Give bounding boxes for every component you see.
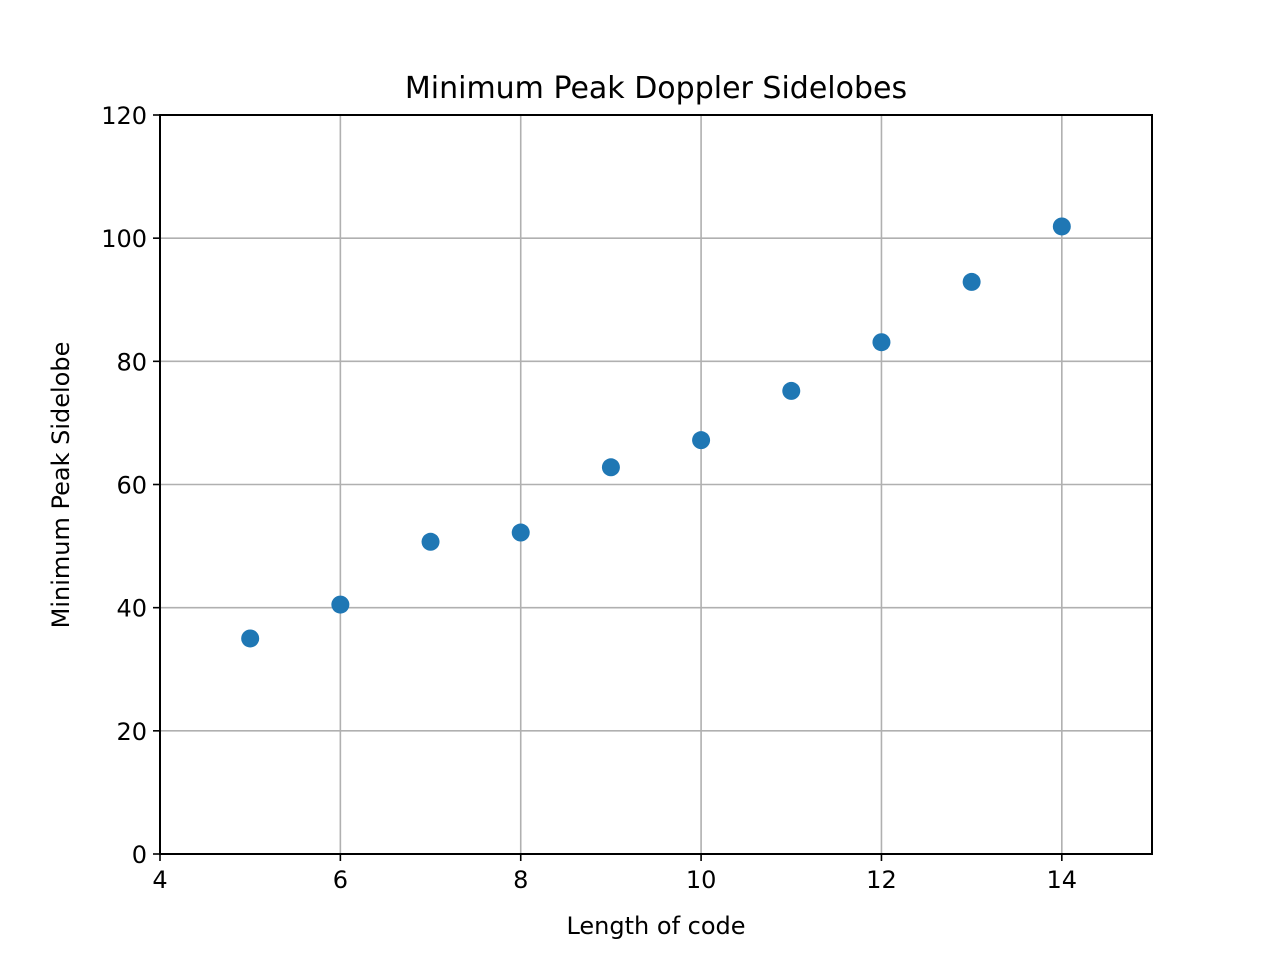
data-point: [601, 458, 620, 477]
data-point: [331, 595, 350, 614]
data-point: [241, 629, 260, 648]
y-tick-label: 120: [101, 102, 147, 130]
data-point: [962, 272, 981, 291]
grid: [159, 114, 1152, 855]
y-tick-label: 40: [116, 595, 147, 623]
y-axis-ticks: 0 20 40 60 80 100 120: [101, 102, 160, 869]
x-tick-label: 14: [1047, 866, 1078, 894]
data-point: [1052, 217, 1071, 236]
x-tick-label: 12: [866, 866, 897, 894]
data-point: [511, 523, 530, 542]
chart-title: Minimum Peak Doppler Sidelobes: [405, 71, 907, 106]
y-tick-label: 80: [116, 348, 147, 376]
y-tick-label: 0: [132, 841, 147, 869]
data-point: [782, 381, 801, 400]
y-tick-label: 60: [116, 472, 147, 500]
x-tick-label: 10: [686, 866, 717, 894]
y-axis-label: Minimum Peak Sidelobe: [47, 342, 75, 629]
x-tick-label: 4: [152, 866, 167, 894]
x-tick-label: 6: [333, 866, 348, 894]
y-tick-label: 100: [101, 225, 147, 253]
data-points: [241, 217, 1071, 648]
x-tick-label: 8: [513, 866, 528, 894]
x-axis-label: Length of code: [566, 912, 745, 940]
data-point: [421, 532, 440, 551]
y-tick-label: 20: [116, 718, 147, 746]
data-point: [872, 333, 891, 352]
data-point: [692, 431, 711, 450]
x-axis-ticks: 4 6 8 10 12 14: [152, 854, 1077, 894]
